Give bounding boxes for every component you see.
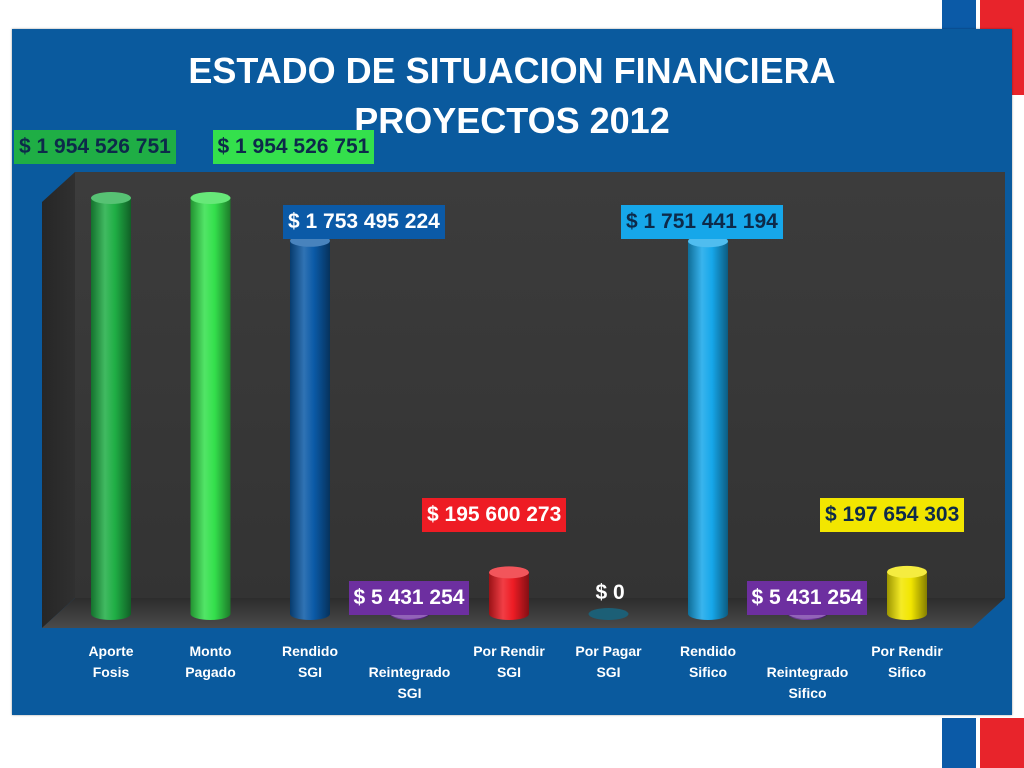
- bar-body: [688, 241, 728, 620]
- category-label: Reintegrado SGI: [368, 664, 451, 701]
- chart-subtitle: PROYECTOS 2012: [354, 100, 670, 141]
- data-label: $ 5 431 254: [746, 580, 868, 615]
- category-label: Por Rendir SGI: [473, 643, 545, 680]
- category-label: Monto Pagado: [185, 643, 236, 680]
- bar-top: [190, 192, 231, 204]
- category-label: Reintegrado Sifico: [766, 664, 849, 701]
- data-label: $ 195 600 273: [422, 498, 567, 533]
- bar-body: [489, 572, 529, 620]
- bar: [688, 235, 728, 620]
- bar-body: [887, 571, 927, 620]
- bar: [489, 566, 529, 620]
- data-label: $ 1 954 526 751: [14, 130, 176, 164]
- bar: [91, 192, 131, 620]
- bar-top: [887, 565, 927, 578]
- bar-top: [588, 608, 629, 620]
- bar-body: [290, 240, 330, 620]
- category-label: Por Rendir Sifico: [871, 643, 943, 680]
- category-label: Por Pagar SGI: [575, 643, 642, 680]
- bar: [290, 234, 330, 620]
- bar: [190, 192, 231, 620]
- bar-top: [489, 566, 529, 579]
- chart-title-block: ESTADO DE SITUACION FINANCIERA PROYECTOS…: [12, 46, 1012, 146]
- corner-stripes-bottom: [942, 718, 1024, 768]
- bar: [588, 608, 629, 620]
- category-label: Rendido Sifico: [680, 643, 736, 680]
- category-label: Aporte Fosis: [88, 643, 134, 680]
- data-label: $ 1 751 441 194: [621, 205, 783, 240]
- data-label: $ 0: [595, 581, 625, 604]
- category-label: Rendido SGI: [282, 643, 338, 680]
- chart-title: ESTADO DE SITUACION FINANCIERA: [188, 50, 836, 91]
- data-label: $ 1 954 526 751: [212, 130, 375, 164]
- data-label: $ 1 753 495 224: [283, 204, 445, 239]
- bar-top: [91, 192, 131, 204]
- data-label: $ 197 654 303: [820, 497, 965, 532]
- bar: [887, 565, 927, 620]
- bar-body: [190, 198, 231, 620]
- bar-body: [91, 198, 131, 620]
- data-label: $ 5 431 254: [348, 580, 470, 615]
- chart-side-wall: [42, 172, 75, 628]
